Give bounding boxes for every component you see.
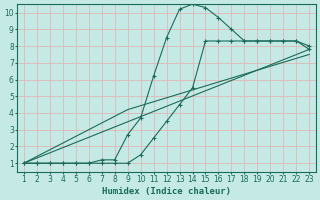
- X-axis label: Humidex (Indice chaleur): Humidex (Indice chaleur): [102, 187, 231, 196]
